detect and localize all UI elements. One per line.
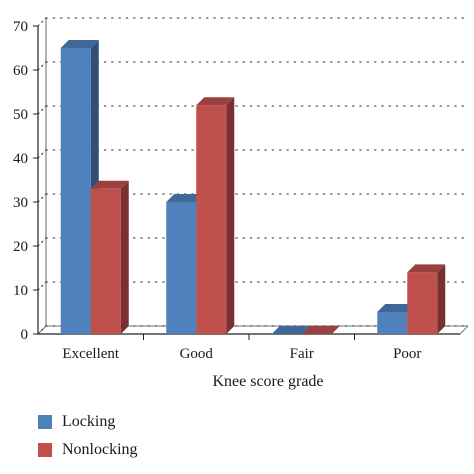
gridline-connector xyxy=(37,193,47,203)
bars xyxy=(60,40,446,334)
bar-locking-excellent-top xyxy=(60,40,99,48)
bar-locking-good-top xyxy=(166,194,205,202)
bar-locking-poor-front xyxy=(377,312,408,334)
x-tick-label: Fair xyxy=(290,346,314,362)
bar-nonlocking-excellent-top xyxy=(90,180,129,189)
gridline-connector xyxy=(37,17,47,27)
gridline-connector xyxy=(37,61,47,71)
bar-nonlocking-poor-top xyxy=(407,264,446,273)
gridline-connector xyxy=(37,237,47,247)
x-tick-label: Good xyxy=(180,346,214,362)
legend-swatch-locking xyxy=(38,415,52,429)
y-tick-label: 40 xyxy=(13,151,28,167)
bar-locking-fair xyxy=(271,326,310,334)
legend: Locking Nonlocking xyxy=(38,408,138,464)
bar-locking-fair-top xyxy=(271,326,310,334)
bar-nonlocking-poor-front xyxy=(407,272,438,334)
legend-swatch-nonlocking xyxy=(38,443,52,457)
bar-locking-good-front xyxy=(166,202,197,334)
y-tick-label: 10 xyxy=(13,283,28,299)
bar-nonlocking-fair-top xyxy=(301,326,340,334)
legend-item-nonlocking: Nonlocking xyxy=(38,436,138,464)
x-tick-label: Poor xyxy=(393,346,421,362)
bar-locking-excellent-front xyxy=(60,48,91,334)
y-tick-label: 20 xyxy=(13,239,28,255)
bar-nonlocking-poor xyxy=(407,264,446,334)
x-tick-labels: Excellent Good Fair Poor xyxy=(62,346,421,362)
bar-locking-poor-top xyxy=(377,304,416,312)
bar-nonlocking-excellent-side xyxy=(120,180,129,334)
bar-nonlocking-excellent xyxy=(90,180,129,334)
floor-corner xyxy=(37,325,47,335)
bar-nonlocking-poor-side xyxy=(437,264,446,334)
legend-item-locking: Locking xyxy=(38,408,138,436)
bar-nonlocking-good-side xyxy=(226,97,235,334)
gridline-connector xyxy=(37,149,47,159)
legend-label-locking: Locking xyxy=(62,413,116,430)
y-tick-label: 0 xyxy=(21,327,29,343)
bar-nonlocking-fair xyxy=(301,326,340,334)
bar-nonlocking-good-front xyxy=(196,105,227,334)
floor-right-edge xyxy=(459,325,469,335)
gridline-connector xyxy=(37,105,47,115)
y-tick-label: 30 xyxy=(13,195,28,211)
y-tick-label: 50 xyxy=(13,107,28,123)
y-tick-label: 70 xyxy=(13,19,28,35)
legend-label-nonlocking: Nonlocking xyxy=(62,441,138,458)
bar-nonlocking-good xyxy=(196,97,235,334)
bar-nonlocking-excellent-front xyxy=(90,188,121,334)
gridline-connector xyxy=(37,281,47,291)
bar-nonlocking-good-top xyxy=(196,97,235,106)
y-tick-label: 60 xyxy=(13,63,28,79)
x-tick-label: Excellent xyxy=(62,346,119,362)
y-tick-labels: 0 10 20 30 40 50 60 70 xyxy=(13,19,28,343)
x-axis-title: Knee score grade xyxy=(212,373,323,390)
